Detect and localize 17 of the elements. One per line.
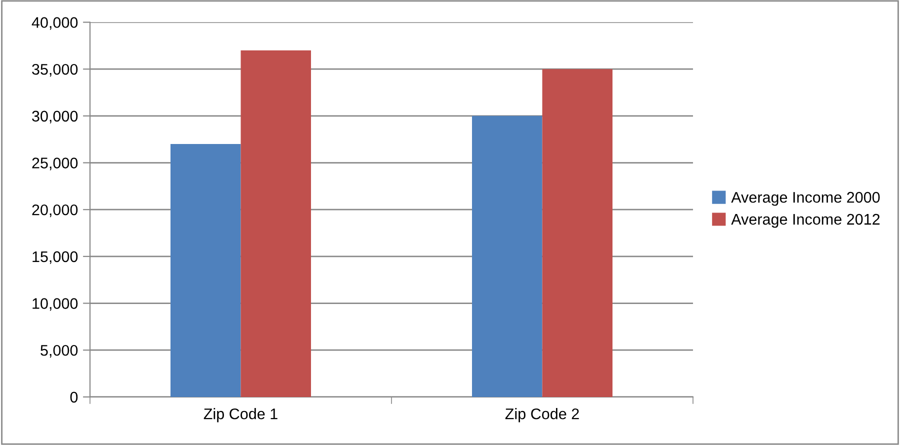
bar (472, 116, 542, 397)
bar (170, 144, 241, 397)
y-tick-label: 10,000 (32, 298, 78, 311)
y-tick-label: 35,000 (32, 64, 78, 77)
legend-label: Average Income 2012 (731, 214, 880, 228)
y-tick-label: 40,000 (32, 17, 78, 30)
legend-label: Average Income 2000 (731, 192, 880, 206)
y-tick-label: 5,000 (40, 344, 78, 358)
bar (542, 69, 612, 397)
x-tick-label: Zip Code 2 (505, 408, 579, 422)
x-tick-label: Zip Code 1 (204, 408, 278, 422)
y-tick-label: 30,000 (32, 110, 78, 124)
y-tick-label: 15,000 (32, 251, 78, 264)
y-tick-label: 0 (70, 392, 78, 403)
y-tick-label: 20,000 (32, 204, 78, 218)
bar (240, 50, 311, 397)
y-tick-label: 25,000 (32, 158, 78, 170)
